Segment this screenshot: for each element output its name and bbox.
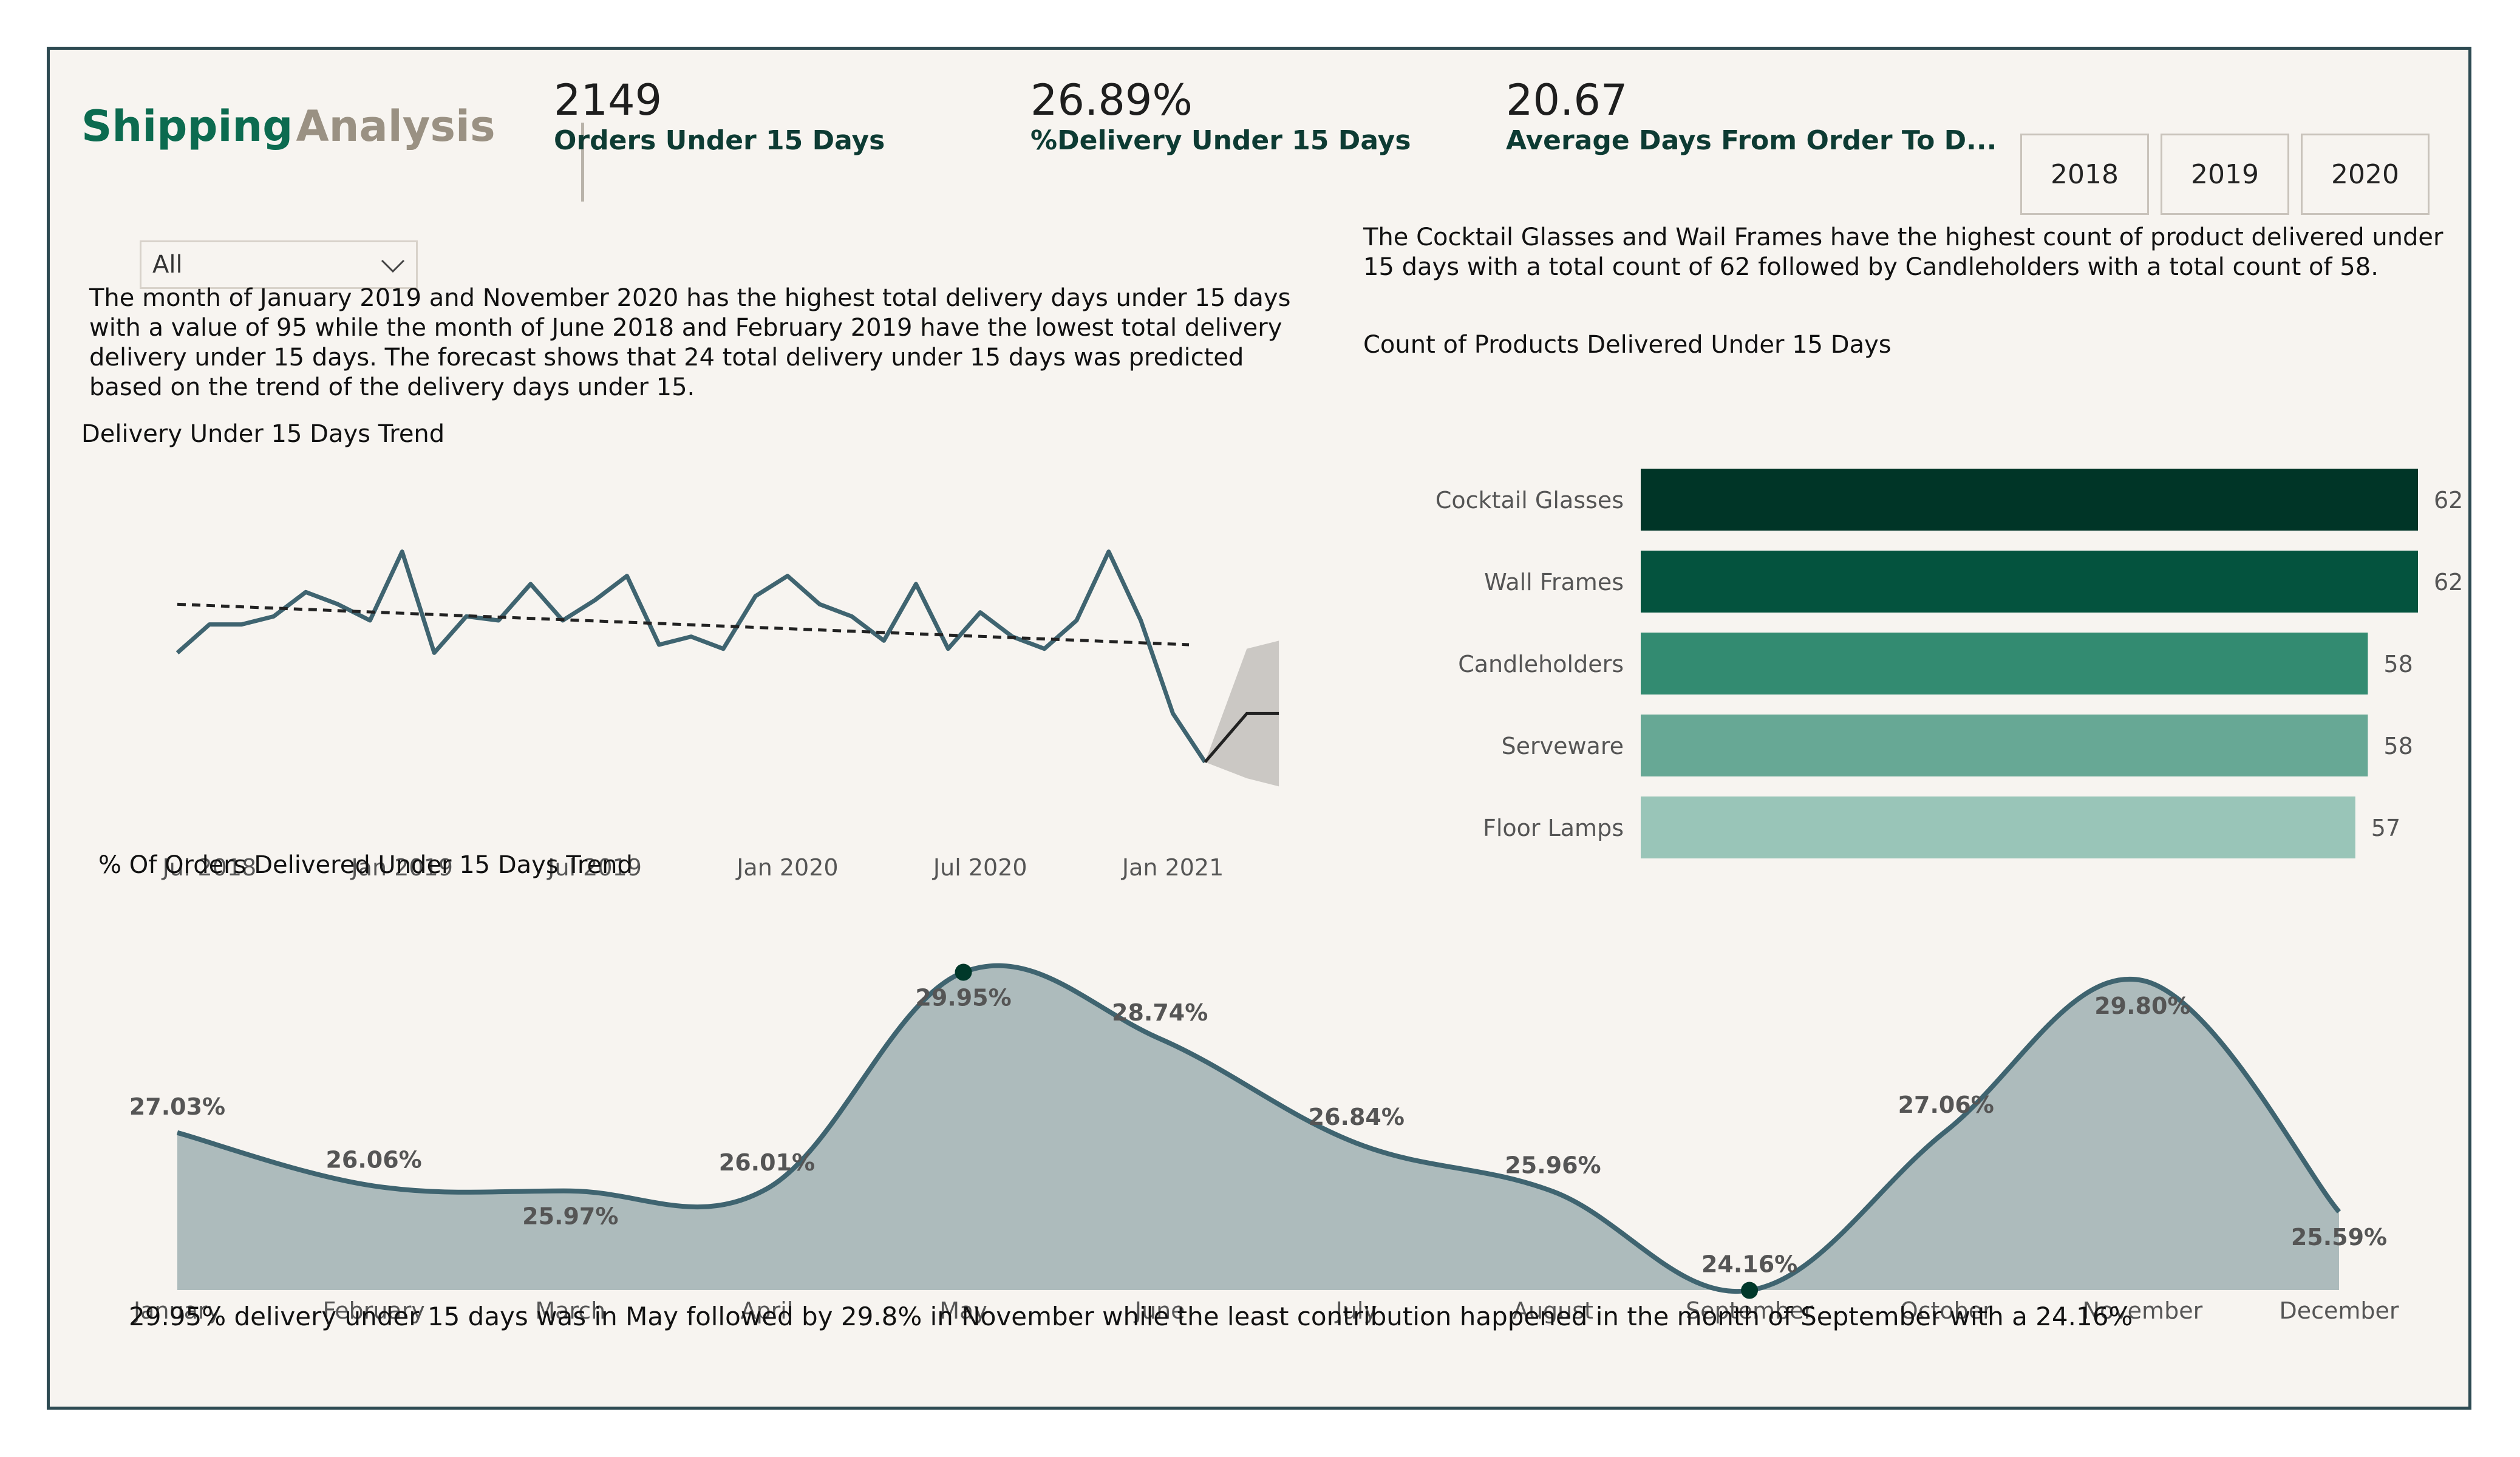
x-tick-label: Jan 2021 xyxy=(1121,854,1224,881)
title-shipping: Shipping xyxy=(81,101,293,151)
month-label: July xyxy=(1335,1297,1377,1324)
area-fill xyxy=(177,965,2339,1292)
month-label: February xyxy=(322,1297,424,1324)
area-data-label: 24.16% xyxy=(1701,1251,1797,1278)
dashboard-frame: Shipping Analysis 2149 Orders Under 15 D… xyxy=(47,47,2471,1410)
area-data-label: 26.01% xyxy=(719,1149,815,1176)
x-tick-label: Jul 2019 xyxy=(547,854,642,881)
bar xyxy=(1641,551,2418,613)
bar xyxy=(1641,715,2368,776)
kpi-avg-days-value: 20.67 xyxy=(1506,75,1628,125)
kpi-delivery-pct-value: 26.89% xyxy=(1030,75,1193,125)
area-data-label: 26.84% xyxy=(1309,1104,1405,1130)
trend-chart-title: Delivery Under 15 Days Trend xyxy=(81,420,445,448)
area-data-label: 25.97% xyxy=(522,1203,618,1230)
month-label: January xyxy=(132,1297,221,1324)
month-label: June xyxy=(1134,1297,1185,1324)
header-divider xyxy=(581,123,584,202)
highlight-point xyxy=(1741,1282,1759,1299)
chevron-down-icon xyxy=(381,259,405,273)
month-label: March xyxy=(535,1297,605,1324)
forecast-band xyxy=(1205,640,1279,787)
highlight-point xyxy=(955,963,972,981)
bar-value-label: 58 xyxy=(2383,651,2413,678)
kpi-avg-days-label: Average Days From Order To D... xyxy=(1506,125,1997,156)
x-tick-label: Jul 2018 xyxy=(162,854,257,881)
x-tick-label: Jan 2019 xyxy=(350,854,453,881)
kpi-avg-days: 20.67 Average Days From Order To D... xyxy=(1506,79,1997,154)
area-footer-note: 29.95% delivery under 15 days was in May… xyxy=(129,1302,2133,1331)
bar-category-label: Wall Frames xyxy=(1484,569,1624,596)
kpi-orders-value: 2149 xyxy=(554,75,662,125)
bar xyxy=(1641,633,2368,695)
area-data-label: 25.59% xyxy=(2291,1224,2387,1251)
month-label: November xyxy=(2083,1297,2203,1324)
bar-category-label: Candleholders xyxy=(1458,651,1624,678)
bar-category-label: Serveware xyxy=(1501,733,1624,759)
month-label: December xyxy=(2279,1297,2399,1324)
area-data-label: 25.96% xyxy=(1505,1152,1601,1179)
month-label: May xyxy=(939,1297,987,1324)
area-line xyxy=(176,963,2341,1294)
area-data-label: 29.95% xyxy=(915,985,1011,1011)
trend-dashed-line xyxy=(177,602,1190,647)
bar-value-label: 57 xyxy=(2371,815,2400,841)
filter-dropdown[interactable]: All xyxy=(140,240,418,289)
trend-description: The month of January 2019 and November 2… xyxy=(89,284,1291,401)
area-data-label: 27.06% xyxy=(1898,1092,1994,1118)
delivery-trend-chart: Jul 2018 Jan 2019 Jul 2019 Jan 2020 Jul 2020… xyxy=(162,549,1279,881)
x-tick-label: Jul 2020 xyxy=(932,854,1027,881)
bar-category-label: Cocktail Glasses xyxy=(1435,487,1624,514)
bar-value-label: 58 xyxy=(2383,733,2413,759)
year-2020-button[interactable]: 2020 xyxy=(2301,134,2430,215)
kpi-orders-label: Orders Under 15 Days xyxy=(554,125,885,156)
area-data-label: 26.06% xyxy=(325,1147,421,1173)
products-bar-chart: Cocktail Glasses 62 Wall Frames 62 Candlehol… xyxy=(1435,469,2463,858)
area-data-label: 28.74% xyxy=(1112,999,1208,1026)
month-label: September xyxy=(1686,1297,1813,1324)
delivery-trend-line xyxy=(175,549,1207,764)
orders-pct-area-chart: 27.03% 26.06% 25.97% 26.01% 29.95% 28.74% 26.8… xyxy=(129,963,2399,1324)
kpi-orders: 2149 Orders Under 15 Days xyxy=(554,79,885,154)
year-2018-button[interactable]: 2018 xyxy=(2020,134,2149,215)
filter-dropdown-value: All xyxy=(152,251,183,279)
area-chart-title: % Of Orders Delivered Under 15 Days Tren… xyxy=(98,851,633,879)
bar-category-label: Floor Lamps xyxy=(1483,815,1624,841)
month-label: August xyxy=(1513,1297,1593,1324)
x-tick-label: Jan 2020 xyxy=(735,854,838,881)
year-2019-button[interactable]: 2019 xyxy=(2161,134,2289,215)
bar xyxy=(1641,796,2355,858)
bar xyxy=(1641,469,2418,531)
forecast-line xyxy=(1204,712,1279,763)
month-label: October xyxy=(1900,1297,1992,1324)
month-label: April xyxy=(740,1297,793,1324)
kpi-delivery-pct: 26.89% %Delivery Under 15 Days xyxy=(1030,79,1411,154)
area-data-label: 27.03% xyxy=(129,1093,225,1120)
bar-chart-title: Count of Products Delivered Under 15 Day… xyxy=(1363,331,1892,359)
title-analysis: Analysis xyxy=(296,101,495,151)
dashboard-title: Shipping Analysis xyxy=(81,101,495,151)
bar-description: The Cocktail Glasses and Wail Frames hav… xyxy=(1363,223,2443,281)
kpi-delivery-pct-label: %Delivery Under 15 Days xyxy=(1030,125,1411,156)
bar-value-label: 62 xyxy=(2434,487,2463,514)
bar-value-label: 62 xyxy=(2434,569,2463,596)
area-data-label: 29.80% xyxy=(2094,993,2190,1019)
